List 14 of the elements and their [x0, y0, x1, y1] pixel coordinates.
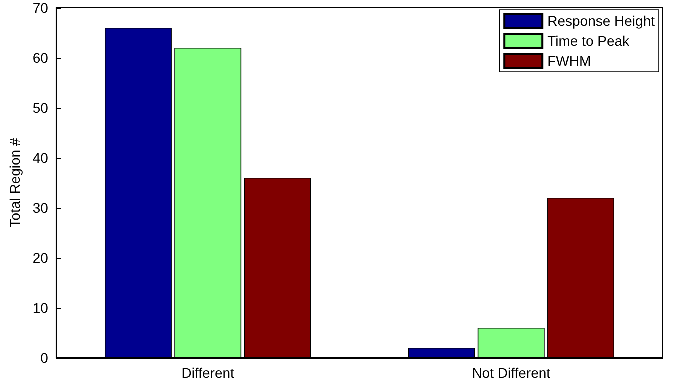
y-tick-label: 0 [40, 350, 49, 366]
y-tick-label: 70 [32, 0, 49, 16]
legend-label: Response Height [548, 13, 656, 29]
y-tick-label: 50 [32, 100, 49, 116]
y-tick-label: 60 [32, 50, 49, 66]
y-tick-label: 10 [32, 300, 49, 316]
y-axis-title: Total Region # [7, 138, 23, 228]
y-tick-label: 40 [32, 150, 49, 166]
y-tick-label: 20 [32, 250, 49, 266]
x-tick-label: Not Different [472, 365, 551, 381]
legend-label: FWHM [548, 53, 592, 69]
y-tick-label: 30 [32, 200, 49, 216]
legend-label: Time to Peak [548, 33, 631, 49]
x-tick-label: Different [182, 365, 235, 381]
